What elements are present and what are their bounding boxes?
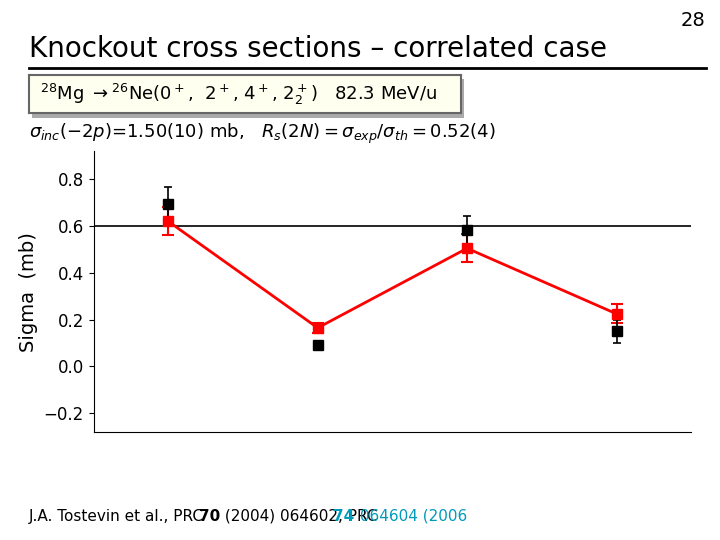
Text: J.A. Tostevin et al., PRC: J.A. Tostevin et al., PRC <box>29 509 209 524</box>
Text: 70: 70 <box>199 509 220 524</box>
Text: Knockout cross sections – correlated case: Knockout cross sections – correlated cas… <box>29 35 607 63</box>
Text: 74: 74 <box>333 509 355 524</box>
Text: 28: 28 <box>681 11 706 30</box>
Text: $\sigma_{inc}(-2p)$=1.50(10) mb,   $R_s(2N) = \sigma_{exp}/\sigma_{th} = 0.52(4): $\sigma_{inc}(-2p)$=1.50(10) mb, $R_s(2N… <box>29 122 495 146</box>
Text: 064604 (2006: 064604 (2006 <box>355 509 467 524</box>
Text: (2004) 064602, PRC: (2004) 064602, PRC <box>220 509 382 524</box>
Y-axis label: Sigma  (mb): Sigma (mb) <box>19 232 38 352</box>
Text: $^{28}$Mg $\rightarrow$$^{26}$Ne(0$^+$,  2$^+$, 4$^+$, 2$_2^+$)   82.3 MeV/u: $^{28}$Mg $\rightarrow$$^{26}$Ne(0$^+$, … <box>40 82 436 106</box>
